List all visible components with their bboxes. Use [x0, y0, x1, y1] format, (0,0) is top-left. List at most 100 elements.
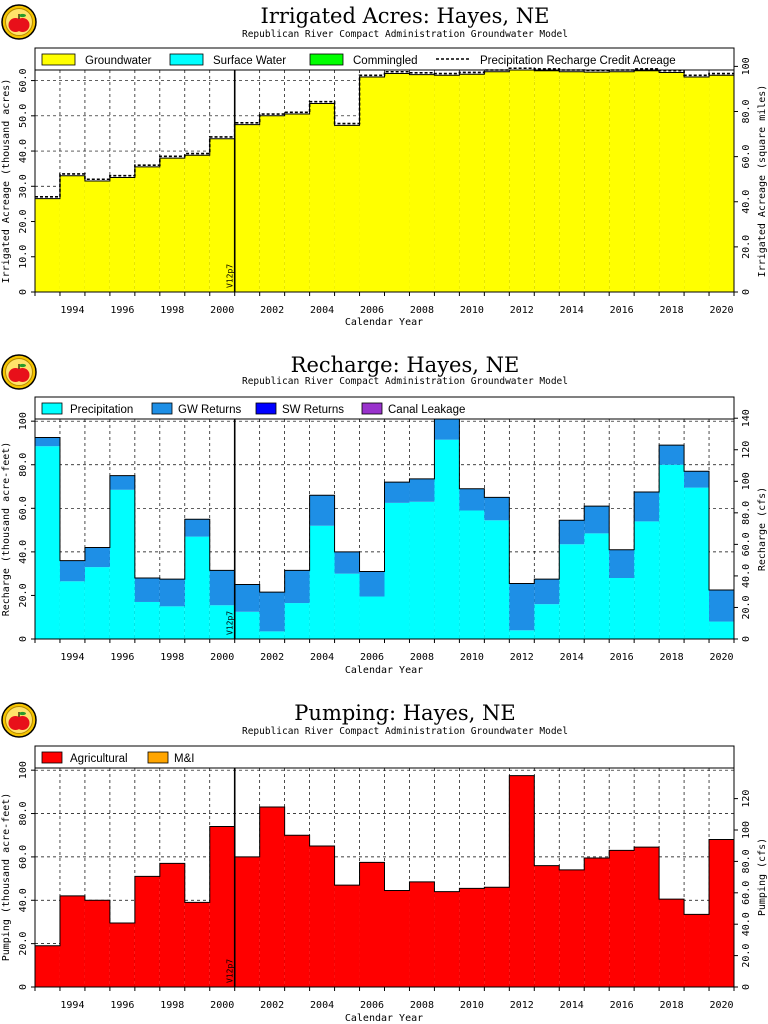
x-tick-label: 1994 [60, 652, 84, 663]
bar-gw-returns-2018 [659, 445, 685, 465]
bar-precipitation-2019 [684, 487, 710, 639]
y-tick-label: 100 [18, 412, 29, 430]
y2-tick-label: 40.0 [741, 912, 752, 936]
x-tick-label: 2000 [210, 1000, 234, 1011]
bar-groundwater-2020 [709, 75, 734, 293]
bar-groundwater-1995 [84, 181, 110, 292]
bar-groundwater-2007 [384, 73, 410, 293]
version-marker-label: V12p7 [226, 264, 235, 288]
bar-precipitation-2005 [334, 573, 360, 639]
y2-tick-label: 0 [741, 289, 752, 295]
bar-gw-returns-2016 [609, 549, 635, 579]
bar-gw-returns-2001 [234, 584, 260, 612]
x-tick-label: 1998 [160, 305, 184, 316]
bar-agricultural-2000 [209, 826, 235, 987]
y-tick-label: 100 [18, 761, 29, 779]
left-axis-ticks: 0 20.0 40.0 60.0 80.0 100 [18, 412, 35, 642]
bar-agricultural-2005 [334, 885, 360, 987]
bar-precipitation-1999 [184, 536, 210, 639]
bar-agricultural-2006 [359, 862, 385, 987]
bar-precipitation-1993 [35, 446, 60, 639]
bar-gw-returns-1996 [109, 475, 135, 490]
bar-groundwater-1999 [184, 155, 210, 292]
y-tick-label: 50.0 [18, 104, 29, 128]
y2-tick-label: 40.0 [741, 564, 752, 588]
bar-gw-returns-2014 [559, 520, 585, 545]
bar-precipitation-2000 [209, 605, 235, 639]
y-tick-label: 80.0 [18, 801, 29, 825]
bar-precipitation-2007 [384, 502, 410, 639]
legend-item-canal-leakage: Canal Leakage [361, 402, 465, 416]
x-tick-label: 2006 [360, 305, 384, 316]
bar-precipitation-2020 [709, 621, 734, 639]
left-axis-ticks: 0 10.0 20.0 30.0 40.0 50.0 60.0 [18, 69, 35, 295]
bar-agricultural-1995 [84, 900, 110, 987]
bar-groundwater-2018 [659, 72, 685, 292]
bar-precipitation-1998 [159, 606, 185, 639]
x-tick-label: 1998 [160, 1000, 184, 1011]
x-tick-label: 2004 [310, 652, 334, 663]
stack-outline [34, 775, 735, 987]
bar-gw-returns-2019 [684, 471, 710, 488]
version-marker: V12p7 [226, 768, 236, 987]
bar-precipitation-2008 [409, 501, 435, 639]
bar-groundwater-2008 [409, 74, 435, 292]
bar-groundwater-2005 [334, 125, 360, 292]
bar-gw-returns-2012 [509, 583, 535, 631]
legend-item-sw-returns: SW Returns [255, 402, 344, 416]
x-tick-label: 2020 [709, 1000, 733, 1011]
y-tick-label: 0 [18, 636, 29, 642]
bar-gw-returns-2007 [384, 482, 410, 503]
bar-gw-returns-2003 [284, 570, 310, 604]
bar-precipitation-2012 [509, 630, 535, 639]
bar-gw-returns-1993 [35, 437, 60, 447]
legend-item-groundwater: Groundwater [41, 53, 152, 67]
y-tick-label: 20.0 [18, 932, 29, 956]
bar-precipitation-2010 [459, 510, 485, 639]
bar-groundwater-2016 [609, 71, 635, 292]
bar-gw-returns-2013 [534, 579, 560, 605]
bar-groundwater-1993 [35, 198, 60, 292]
x-tick-label: 2018 [660, 652, 684, 663]
legend-label-precipitation: Precipitation [70, 404, 133, 416]
bar-groundwater-2003 [284, 114, 310, 292]
bar-groundwater-2006 [359, 77, 385, 292]
bar-groundwater-2000 [209, 138, 235, 292]
right-axis-ticks: 0 20.0 40.0 60.0 80.0 100 120 140 [734, 409, 752, 642]
bar-agricultural-2012 [509, 775, 535, 987]
bar-agricultural-2016 [609, 850, 635, 987]
bar-agricultural-2009 [434, 891, 460, 987]
legend-label-gw-returns: GW Returns [178, 404, 242, 416]
bar-precipitation-2016 [609, 578, 635, 639]
x-tick-label: 2008 [410, 652, 434, 663]
y2-tick-label: 20.0 [741, 595, 752, 619]
x-tick-label: 2002 [260, 305, 284, 316]
bar-agricultural-2020 [709, 839, 734, 987]
bar-groundwater-2010 [459, 74, 485, 292]
bar-agricultural-2007 [384, 890, 410, 987]
y2-tick-label: 140 [741, 409, 752, 427]
bar-gw-returns-1998 [159, 579, 185, 607]
y-tick-label: 0 [18, 984, 29, 990]
chart-title: Irrigated Acres: Hayes, NE [261, 4, 550, 28]
x-axis-label: Calendar Year [345, 665, 423, 676]
x-axis-label: Calendar Year [345, 317, 423, 328]
x-tick-label: 2004 [310, 305, 334, 316]
x-tick-label: 2012 [510, 305, 534, 316]
y2-tick-label: 60.0 [741, 881, 752, 905]
bar-precipitation-2011 [484, 520, 510, 639]
bar-agricultural-2019 [684, 914, 710, 987]
legend-label-surface-water: Surface Water [213, 55, 286, 67]
bar-precipitation-1996 [109, 489, 135, 639]
right-axis-ticks: 0 20.0 40.0 60.0 80.0 100 120 [734, 790, 752, 990]
x-tick-label: 1998 [160, 652, 184, 663]
x-tick-label: 2010 [460, 652, 484, 663]
bar-precipitation-2009 [434, 439, 460, 639]
bar-agricultural-2018 [659, 899, 685, 987]
x-tick-label: 2012 [510, 1000, 534, 1011]
legend-label-sw-returns: SW Returns [282, 404, 344, 416]
legend-swatch-commingled [309, 53, 344, 66]
legend-swatch-sw-returns [255, 402, 277, 415]
legend-item-precip-credit: Precipitation Recharge Credit Acreage [436, 55, 676, 67]
